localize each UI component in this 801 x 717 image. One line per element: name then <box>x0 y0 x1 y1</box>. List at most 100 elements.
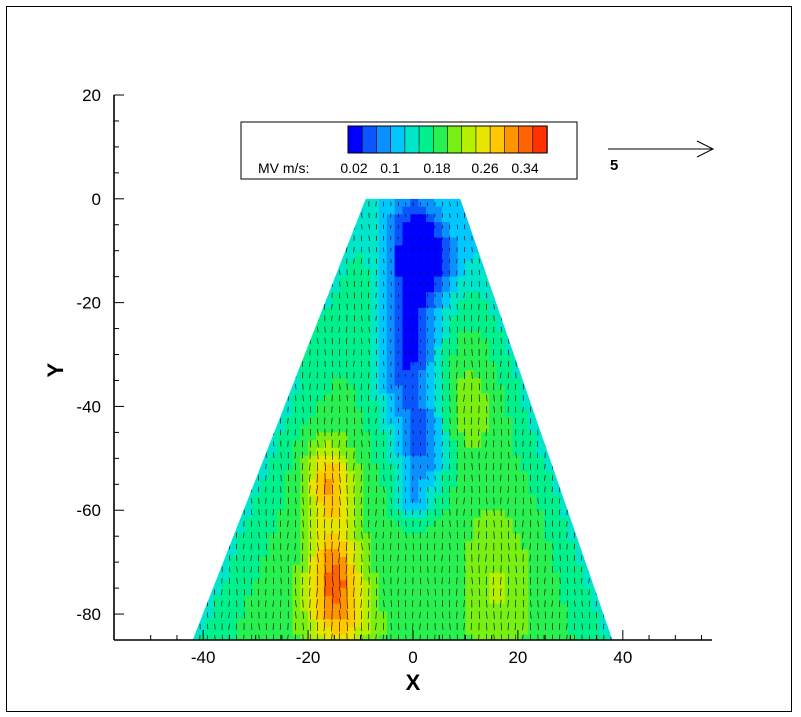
contour-cell <box>205 440 215 449</box>
contour-cell <box>559 237 569 247</box>
contour-cell <box>308 447 317 457</box>
contour-cell <box>331 549 341 558</box>
contour-cell <box>496 385 506 395</box>
velocity-vector <box>331 484 334 495</box>
contour-cell <box>229 416 238 426</box>
contour-cell <box>363 549 372 558</box>
velocity-vector <box>544 486 546 493</box>
contour-cell <box>268 385 278 395</box>
contour-cell <box>355 409 364 418</box>
contour-cell <box>449 440 459 449</box>
velocity-vector <box>471 247 473 253</box>
contour-cell <box>378 300 388 309</box>
contour-cell <box>402 580 411 589</box>
contour-cell <box>268 261 278 270</box>
contour-cell <box>192 518 199 527</box>
contour-cell <box>237 222 246 231</box>
velocity-vector <box>338 326 340 333</box>
contour-cell <box>284 634 293 641</box>
contour-cell <box>331 307 341 317</box>
contour-cell <box>473 307 482 317</box>
contour-cell <box>504 432 514 441</box>
contour-cell <box>394 502 404 511</box>
contour-cell <box>192 432 199 441</box>
contour-cell <box>276 377 286 387</box>
contour-cell <box>237 338 246 348</box>
contour-cell <box>192 370 199 379</box>
contour-cell <box>192 346 199 356</box>
contour-cell <box>237 494 246 504</box>
contour-cell <box>260 611 270 620</box>
contour-cell <box>363 588 372 597</box>
contour-cell <box>371 307 380 317</box>
contour-cell <box>331 432 341 441</box>
contour-cell <box>426 611 435 620</box>
contour-cell <box>292 595 301 605</box>
contour-cell <box>331 377 341 387</box>
contour-cell <box>323 323 333 332</box>
contour-cell <box>182 557 190 565</box>
contour-cell <box>591 198 600 208</box>
contour-cell <box>213 409 223 418</box>
contour-cell <box>575 502 585 511</box>
velocity-vector <box>361 212 363 218</box>
contour-cell <box>229 300 238 309</box>
contour-cell <box>323 463 333 472</box>
contour-cell <box>355 198 364 208</box>
contour-cell <box>205 206 215 215</box>
contour-cell <box>536 564 545 574</box>
contour-cell <box>386 307 396 317</box>
contour-cell <box>237 229 246 239</box>
contour-cell <box>528 198 537 208</box>
contour-cell <box>300 440 309 449</box>
contour-cell <box>371 440 380 449</box>
contour-cell <box>575 307 585 317</box>
contour-cell <box>192 455 199 465</box>
contour-cell <box>253 292 262 301</box>
contour-cell <box>512 385 522 395</box>
contour-cell <box>599 603 608 613</box>
contour-cell <box>347 300 356 309</box>
contour-cell <box>268 315 278 324</box>
contour-cell <box>331 331 341 340</box>
velocity-vector <box>243 543 245 550</box>
contour-cell <box>433 362 443 371</box>
velocity-vector <box>456 474 458 482</box>
contour-cell <box>575 595 585 605</box>
contour-cell <box>284 393 293 402</box>
contour-cell <box>512 292 522 301</box>
contour-cell <box>371 393 380 402</box>
contour-cell <box>213 229 223 239</box>
velocity-vector <box>486 497 488 505</box>
contour-cell <box>292 284 301 293</box>
contour-cell <box>536 556 545 566</box>
contour-cell <box>567 572 577 581</box>
contour-cell <box>237 377 246 387</box>
contour-cell <box>615 238 623 246</box>
contour-cell <box>473 214 482 223</box>
contour-cell <box>292 300 301 309</box>
contour-cell <box>441 284 451 293</box>
contour-cell <box>192 198 199 208</box>
contour-cell <box>276 237 286 247</box>
contour-cell <box>552 525 561 535</box>
contour-cell <box>583 471 592 480</box>
contour-cell <box>607 245 613 254</box>
contour-cell <box>371 463 380 472</box>
contour-cell <box>197 268 207 278</box>
contour-cell <box>615 557 623 565</box>
contour-cell <box>355 556 364 566</box>
contour-cell <box>331 222 341 231</box>
contour-cell <box>489 424 498 433</box>
contour-cell <box>229 595 238 605</box>
contour-cell <box>355 502 364 511</box>
velocity-vector <box>361 531 363 539</box>
contour-cell <box>528 518 537 527</box>
contour-cell <box>520 370 530 379</box>
contour-cell <box>315 229 325 239</box>
contour-cell <box>363 401 372 410</box>
velocity-vector <box>338 530 340 540</box>
velocity-vector <box>346 541 348 552</box>
contour-cell <box>536 292 545 301</box>
contour-cell <box>481 533 490 542</box>
